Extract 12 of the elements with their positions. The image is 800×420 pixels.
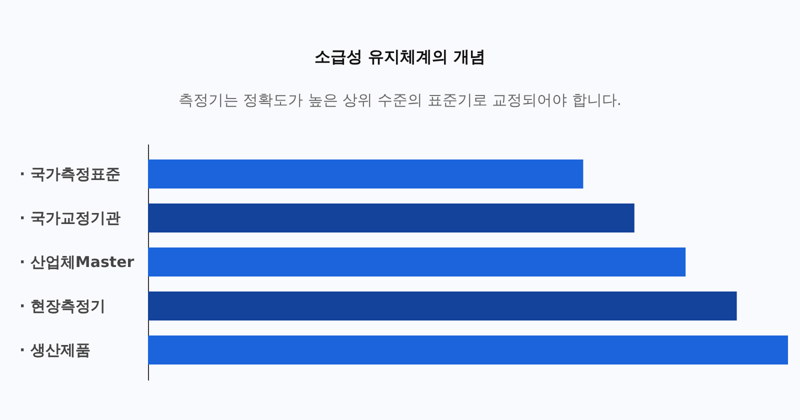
bar	[148, 203, 634, 233]
chart-subtitle: 측정기는 정확도가 높은 상위 수준의 표준기로 교정되어야 합니다.	[178, 91, 622, 109]
bar	[148, 247, 686, 277]
bar	[148, 291, 737, 321]
y-tick-label: · 현장측정기	[20, 296, 106, 315]
y-tick-label: · 생산제품	[20, 340, 90, 359]
y-tick-label: · 국가측정표준	[20, 165, 120, 184]
bar	[148, 335, 788, 365]
y-tick-label: · 국가교정기관	[20, 209, 120, 228]
chart-title: 소급성 유지체계의 개념	[314, 47, 486, 66]
bar	[148, 159, 584, 189]
y-tick-label: · 산업체Master	[20, 253, 135, 271]
